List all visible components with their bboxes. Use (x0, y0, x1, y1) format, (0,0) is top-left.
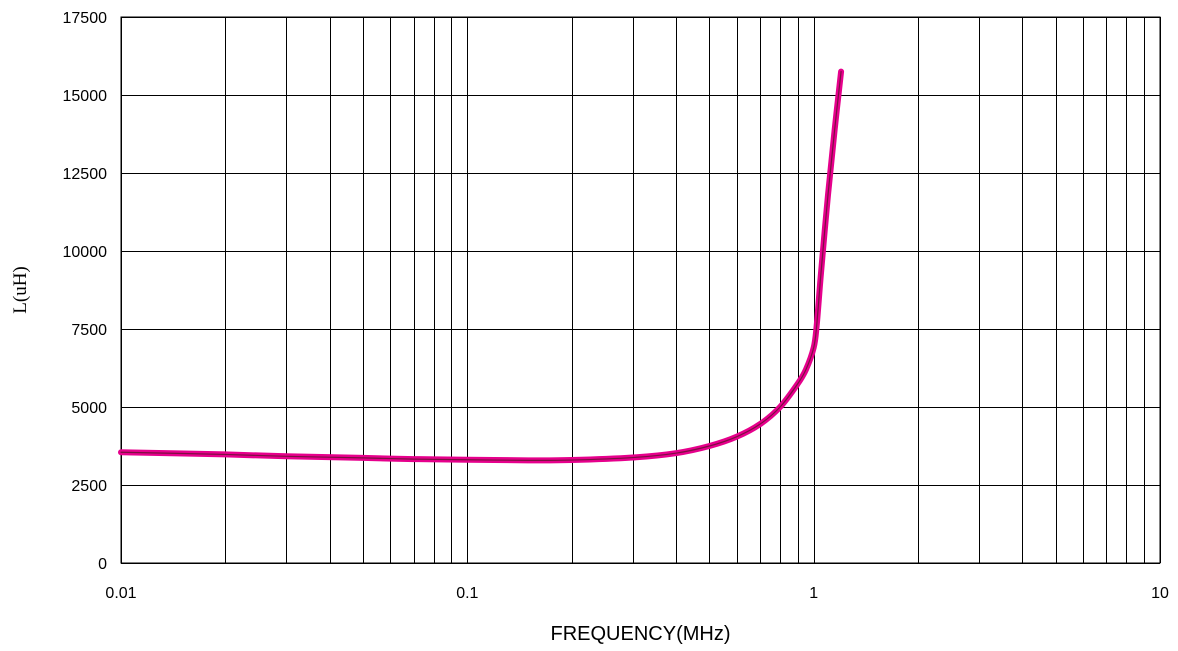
x-tick-label: 0.01 (105, 585, 136, 602)
y-tick-label: 7500 (71, 322, 107, 339)
x-tick-label: 0.1 (456, 585, 478, 602)
y-tick-label: 17500 (63, 10, 108, 27)
series-line-core (120, 71, 842, 461)
y-tick-label: 15000 (63, 88, 108, 105)
minor-grid-lines (225, 17, 1145, 563)
y-tick-label: 5000 (71, 400, 107, 417)
major-grid-lines (121, 17, 1161, 564)
x-axis-label: FREQUENCY(MHz) (551, 623, 731, 645)
x-tick-label: 10 (1151, 585, 1169, 602)
y-tick-label: 2500 (71, 478, 107, 495)
y-tick-label: 10000 (63, 244, 108, 261)
y-tick-label: 0 (98, 556, 107, 573)
x-tick-labels: 0.01 0.1 1 10 (105, 585, 1169, 602)
plot-area-frame (120, 16, 1161, 564)
series-layer (118, 68, 845, 464)
y-tick-labels: 0 2500 5000 7500 10000 12500 15000 17500 (63, 10, 108, 573)
series-line (118, 68, 845, 464)
y-axis-label: L(uH) (10, 266, 31, 313)
y-tick-label: 12500 (63, 166, 108, 183)
x-tick-label: 1 (809, 585, 818, 602)
